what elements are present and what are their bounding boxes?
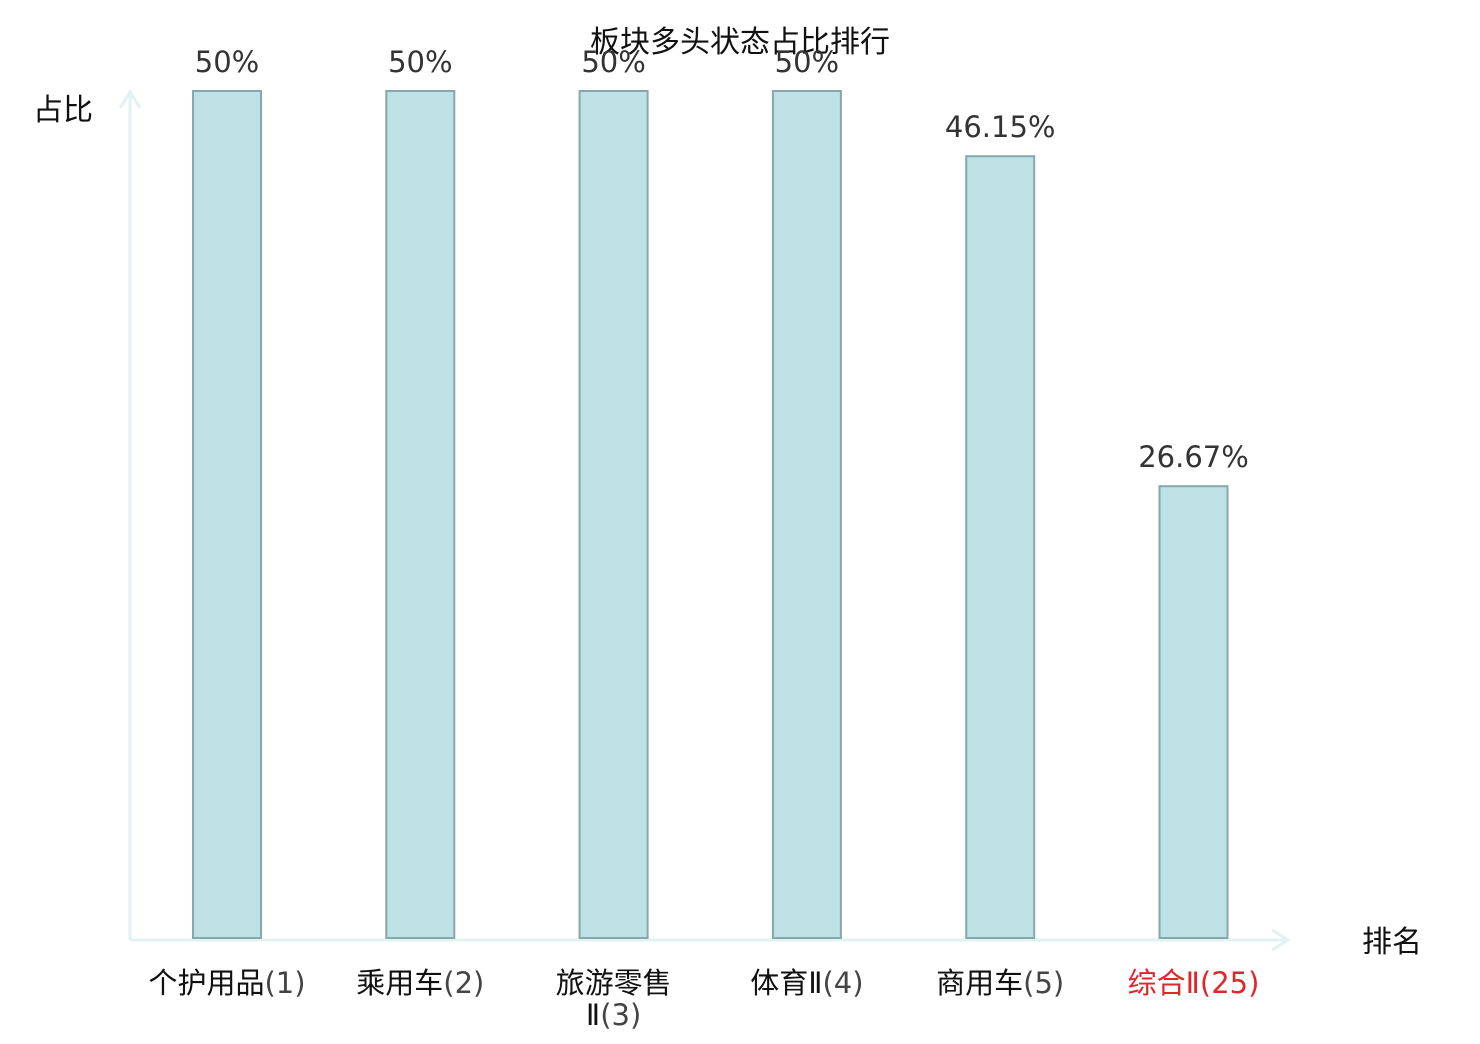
bar [385,90,456,939]
bars [192,90,1229,939]
category-name: 体育Ⅱ [750,966,822,1000]
value-label: 46.15% [945,110,1056,144]
category-rank: (3) [600,998,641,1032]
chart-title: 板块多头状态占比排行 [590,25,890,60]
value-label: 50% [775,45,839,79]
category-rank: (4) [822,966,863,1000]
category-label: 乘用车(2) [356,966,484,1000]
category-name: Ⅱ [586,998,600,1032]
category-name: 旅游零售 [556,966,672,1000]
value-labels: 50% 50% 50% 50% 46.15% 26.67% [195,45,1249,474]
x-axis-arrow [1271,928,1291,952]
value-label: 50% [388,45,452,79]
category-name: 商用车 [936,966,1023,1000]
bar [192,90,262,939]
category-label: 综合Ⅱ(25) [1128,966,1260,1000]
bar [578,90,649,939]
axes [118,89,1291,952]
category-label: Ⅱ(3) [586,998,641,1032]
x-axis-label: 排名 [1362,925,1422,960]
bar [1158,485,1229,939]
category-label: 旅游零售 [556,966,672,1000]
value-label: 50% [581,45,645,79]
category-name: 个护用品 [148,966,264,1000]
bar [771,90,842,939]
category-rank: (5) [1023,966,1064,1000]
category-label: 个护用品(1) [148,966,305,1000]
y-axis-label: 占比 [33,93,93,128]
category-rank: (2) [443,966,484,1000]
category-name: 乘用车 [356,966,443,1000]
category-rank: (25) [1200,966,1260,1000]
category-label: 商用车(5) [936,966,1064,1000]
category-label: 体育Ⅱ(4) [750,966,863,1000]
category-name: 综合Ⅱ [1128,966,1200,1000]
value-label: 50% [195,45,259,79]
bar [965,155,1036,939]
category-rank: (1) [264,966,305,1000]
y-axis-arrow [118,89,142,109]
value-label: 26.67% [1138,440,1249,474]
